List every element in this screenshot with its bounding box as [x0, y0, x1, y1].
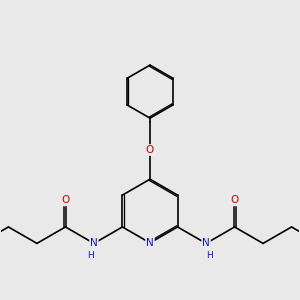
Text: N: N [146, 238, 154, 248]
Text: H: H [87, 250, 94, 260]
Text: H: H [206, 250, 213, 260]
Text: O: O [61, 195, 70, 206]
Text: O: O [146, 145, 154, 155]
Text: O: O [230, 195, 239, 206]
Text: N: N [202, 238, 210, 248]
Text: N: N [90, 238, 98, 248]
